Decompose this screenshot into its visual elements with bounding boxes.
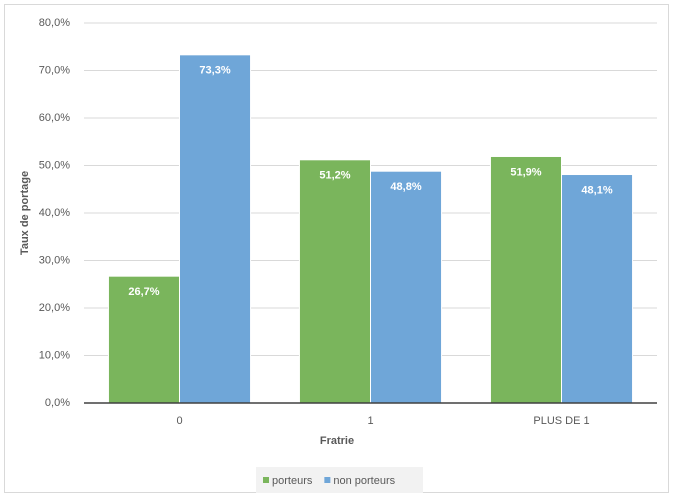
legend-label: porteurs [272,475,313,487]
y-tick-label: 0,0% [45,397,70,409]
value-label: 73,3% [199,65,230,77]
x-tick-label: 0 [176,415,182,427]
x-tick-label: PLUS DE 1 [533,415,589,427]
bar [179,54,252,404]
y-tick-label: 30,0% [39,254,70,266]
bar [298,159,371,404]
y-tick-label: 50,0% [39,159,70,171]
y-tick-label: 20,0% [39,302,70,314]
legend-swatch [324,477,331,483]
y-tick-label: 10,0% [39,349,70,361]
value-label: 51,2% [319,170,350,182]
y-tick-label: 70,0% [39,64,70,76]
x-tick-label: 1 [367,415,373,427]
value-label: 48,8% [390,181,421,193]
bar [489,155,562,404]
y-tick-label: 80,0% [39,17,70,29]
legend-swatch [263,477,269,483]
y-tick-label: 60,0% [39,112,70,124]
y-tick-label: 40,0% [39,207,70,219]
y-axis-title: Taux de portage [19,171,31,255]
value-label: 51,9% [510,166,541,178]
bar [561,174,634,404]
bar [370,170,443,404]
value-label: 26,7% [128,286,159,298]
x-axis-title: Fratrie [320,435,354,447]
legend-label: non porteurs [333,475,395,487]
legend-box [256,467,423,493]
value-label: 48,1% [581,184,612,196]
